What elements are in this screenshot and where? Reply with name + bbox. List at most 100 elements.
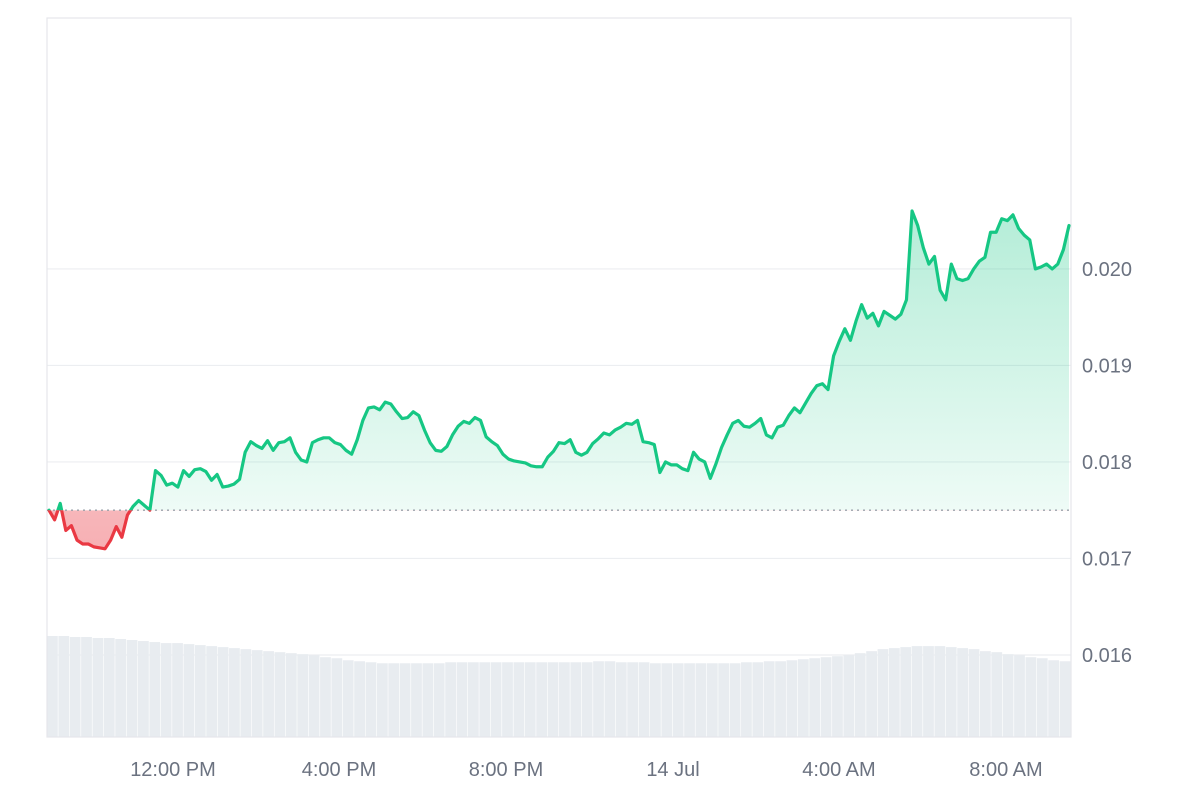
volume-bar xyxy=(183,644,195,737)
volume-bar xyxy=(672,663,684,737)
volume-bar xyxy=(206,646,218,737)
volume-bar xyxy=(934,646,946,737)
volume-bar xyxy=(240,649,252,737)
volume-bar xyxy=(945,647,957,737)
volume-bar xyxy=(843,655,855,737)
volume-bar xyxy=(684,663,695,737)
volume-bar xyxy=(570,662,582,737)
volume-bar xyxy=(763,661,775,737)
volume-bar xyxy=(695,663,707,737)
price-area-layer xyxy=(49,211,1069,549)
y-tick-label-0: 0.016 xyxy=(1082,645,1132,667)
volume-bar xyxy=(365,662,377,737)
x-tick-label-1: 4:00 PM xyxy=(302,759,376,781)
volume-bar xyxy=(172,643,183,737)
volume-bar xyxy=(58,636,70,737)
volume-bar xyxy=(968,649,980,737)
volume-bar xyxy=(1014,655,1025,737)
volume-bar xyxy=(923,646,934,737)
volume-bar xyxy=(900,647,912,737)
volume-bar xyxy=(513,662,525,737)
volume-bar xyxy=(650,663,661,737)
volume-bar xyxy=(979,651,991,737)
volume-bar xyxy=(490,662,502,737)
volume-bar xyxy=(729,663,741,737)
volume-bar xyxy=(274,652,286,737)
volume-bar xyxy=(957,648,968,737)
volume-bar xyxy=(47,636,58,737)
volume-bar xyxy=(138,641,149,737)
volume-bar xyxy=(1002,654,1014,737)
volume-bar xyxy=(1036,658,1048,737)
volume-bar xyxy=(797,659,809,737)
price-line-up xyxy=(47,209,1071,511)
volume-bar xyxy=(888,648,900,737)
volume-bar xyxy=(854,653,866,737)
volume-bar xyxy=(411,663,422,737)
volume-bar xyxy=(1048,660,1060,737)
volume-bar xyxy=(991,652,1003,737)
volume-bar xyxy=(604,661,616,737)
volume-bar xyxy=(832,656,843,737)
volume-bar xyxy=(308,655,320,737)
volume-bar xyxy=(638,662,650,737)
volume-bar xyxy=(320,657,331,737)
volume-bar xyxy=(547,662,559,737)
x-axis-labels: 12:00 PM 4:00 PM 8:00 PM 14 Jul 4:00 AM 8:00 … xyxy=(130,759,1043,781)
volume-bar xyxy=(456,662,468,737)
y-tick-label-2: 0.018 xyxy=(1082,452,1132,474)
volume-bar xyxy=(229,648,240,737)
volume-bar xyxy=(866,651,877,737)
y-axis-labels: 0.016 0.017 0.018 0.019 0.020 xyxy=(1082,259,1132,667)
volume-bar xyxy=(786,660,798,737)
x-tick-label-3: 14 Jul xyxy=(646,759,699,781)
volume-bar xyxy=(263,651,274,737)
volume-bar xyxy=(467,662,479,737)
volume-bar xyxy=(479,662,491,737)
volume-bar xyxy=(502,662,513,737)
volume-bar xyxy=(376,663,388,737)
volume-bar xyxy=(911,646,923,737)
volume-bar xyxy=(399,663,411,737)
volume-bar xyxy=(809,658,821,737)
volume-bar xyxy=(115,639,127,737)
volume-bar xyxy=(354,661,365,737)
volume-bar xyxy=(331,658,343,737)
volume-bar xyxy=(627,662,639,737)
y-tick-label-3: 0.019 xyxy=(1082,355,1132,377)
volume-bar xyxy=(126,640,138,737)
volume-bar xyxy=(775,661,786,737)
volume-bar xyxy=(251,650,263,737)
volume-bar xyxy=(661,663,673,737)
x-tick-label-4: 4:00 AM xyxy=(802,759,875,781)
volume-bar xyxy=(285,653,297,737)
y-tick-label-1: 0.017 xyxy=(1082,548,1132,570)
volume-bar xyxy=(342,660,354,737)
volume-bar xyxy=(217,647,229,737)
volume-bar xyxy=(593,661,604,737)
volume-bar xyxy=(1025,657,1037,737)
volume-bar xyxy=(877,649,889,737)
x-tick-label-2: 8:00 PM xyxy=(469,759,543,781)
volume-bar xyxy=(388,663,400,737)
volume-bar xyxy=(718,663,730,737)
volume-bar xyxy=(536,662,548,737)
volume-bar xyxy=(92,638,104,737)
volume-bar xyxy=(559,662,570,737)
price-line-layer xyxy=(47,209,1071,551)
plot-border xyxy=(46,17,1072,738)
volume-bar xyxy=(69,637,81,737)
volume-bar xyxy=(422,663,434,737)
volume-bar xyxy=(820,657,832,737)
volume-bar xyxy=(433,663,445,737)
volume-bar xyxy=(524,662,536,737)
volume-bar xyxy=(1059,661,1071,737)
volume-bar xyxy=(741,662,752,737)
volume-bars xyxy=(47,636,1071,737)
x-tick-label-5: 8:00 AM xyxy=(969,759,1042,781)
volume-bar xyxy=(581,662,593,737)
volume-bar xyxy=(160,643,172,737)
volume-bar xyxy=(445,662,456,737)
